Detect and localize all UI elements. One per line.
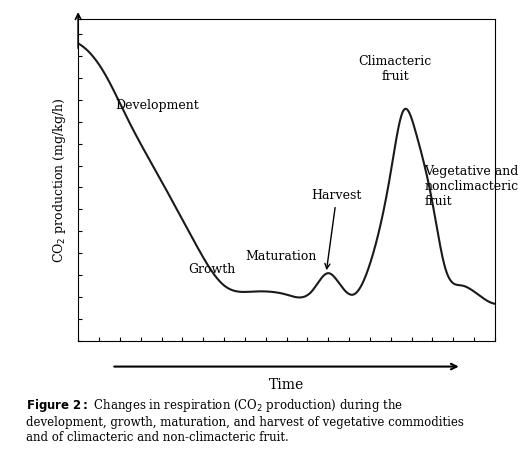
Text: Growth: Growth: [189, 263, 236, 276]
Text: $\bf{Figure}$ $\bf{2:}$ Changes in respiration (CO$_2$ production) during the
de: $\bf{Figure}$ $\bf{2:}$ Changes in respi…: [26, 397, 464, 444]
Y-axis label: CO$_2$ production (mg/kg/h): CO$_2$ production (mg/kg/h): [51, 97, 68, 263]
Text: Climacteric
fruit: Climacteric fruit: [358, 55, 431, 83]
Text: Maturation: Maturation: [245, 250, 316, 263]
Text: Vegetative and
nonclimacteric
fruit: Vegetative and nonclimacteric fruit: [424, 165, 518, 208]
Text: Harvest: Harvest: [312, 189, 362, 269]
Text: Development: Development: [116, 99, 200, 112]
Text: Time: Time: [269, 378, 304, 393]
